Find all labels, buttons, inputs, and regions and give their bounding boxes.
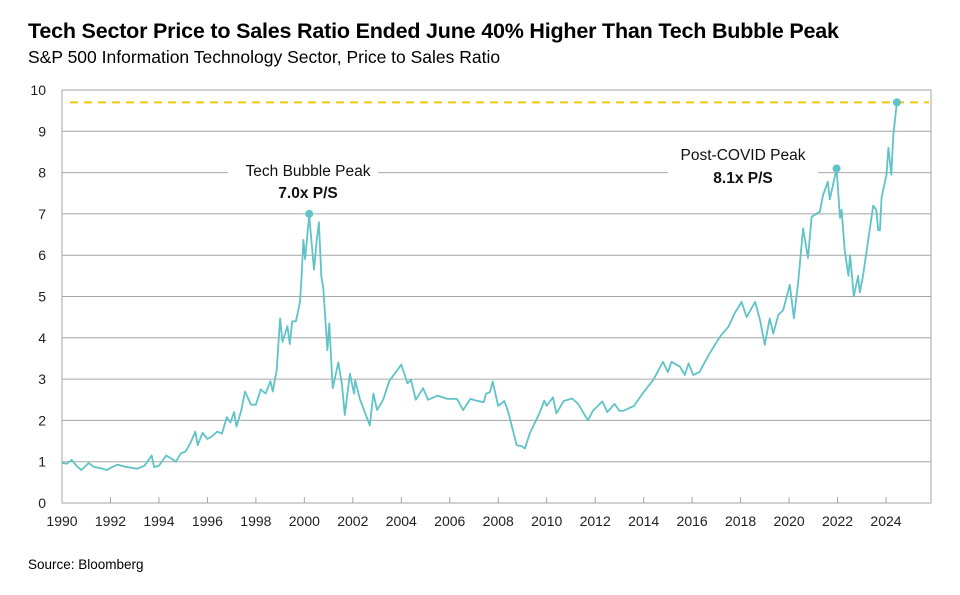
peak-marker (832, 164, 841, 173)
x-tick-label: 1998 (240, 513, 271, 529)
peak-marker (305, 209, 314, 218)
annotations: Tech Bubble Peak 7.0x P/S Post-COVID Peak 8… (228, 147, 818, 202)
y-tick-label: 3 (38, 371, 46, 387)
chart-subtitle: S&P 500 Information Technology Sector, P… (28, 47, 501, 67)
x-tick-label: 2018 (725, 513, 756, 529)
x-tick-label: 1994 (143, 513, 174, 529)
x-tick-label: 2014 (628, 513, 659, 529)
x-tick-label: 2008 (483, 513, 514, 529)
peak-marker (892, 98, 901, 107)
x-tick-label: 2010 (531, 513, 562, 529)
y-tick-label: 6 (38, 247, 46, 263)
x-tick-label: 2012 (580, 513, 611, 529)
y-tick-label: 8 (38, 165, 46, 181)
y-tick-label: 10 (30, 82, 46, 98)
y-tick-label: 4 (38, 330, 46, 346)
label-background (228, 160, 378, 180)
y-axis-ticks: 0 1 2 3 4 5 6 7 8 9 10 (30, 82, 46, 511)
y-tick-label: 9 (38, 123, 46, 139)
y-tick-label: 7 (38, 206, 46, 222)
annotation-label: Post-COVID Peak (681, 147, 806, 164)
x-tick-label: 2000 (289, 513, 320, 529)
chart-title: Tech Sector Price to Sales Ratio Ended J… (28, 19, 839, 43)
x-axis-ticks: 1990 1992 1994 1996 1998 2000 2002 2004 2006 2008… (46, 497, 902, 529)
x-tick-label: 2016 (677, 513, 708, 529)
x-tick-label: 2004 (386, 513, 417, 529)
x-tick-label: 2020 (773, 513, 804, 529)
plot-border (61, 89, 932, 504)
y-tick-label: 2 (38, 412, 46, 428)
x-tick-label: 2002 (337, 513, 368, 529)
x-tick-label: 2006 (434, 513, 465, 529)
annotation-value: 8.1x P/S (713, 170, 772, 187)
y-tick-label: 1 (38, 454, 46, 470)
x-tick-label: 1990 (46, 513, 77, 529)
peak-markers (305, 98, 901, 218)
x-tick-label: 1996 (192, 513, 223, 529)
x-tick-label: 2024 (870, 513, 901, 529)
x-tick-label: 2022 (822, 513, 853, 529)
y-tick-label: 5 (38, 289, 46, 305)
x-tick-label: 1992 (95, 513, 126, 529)
annotation-value: 7.0x P/S (278, 185, 337, 202)
series-line (61, 102, 898, 471)
label-background (668, 160, 818, 188)
y-tick-label: 0 (38, 495, 46, 511)
annotation-label: Tech Bubble Peak (246, 163, 371, 180)
source-note: Source: Bloomberg (28, 557, 144, 572)
